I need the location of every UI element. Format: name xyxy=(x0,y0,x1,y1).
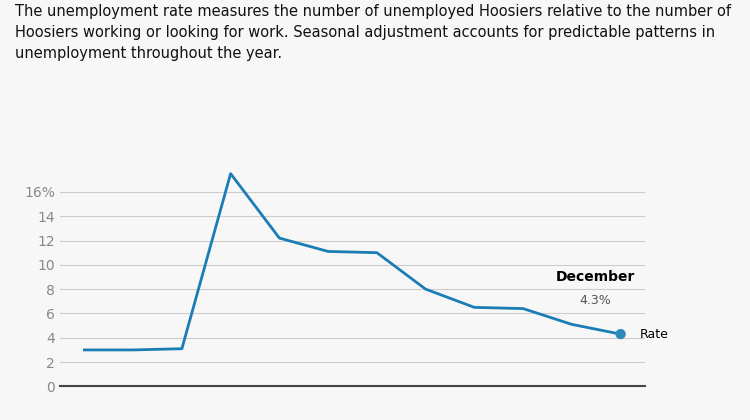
Text: 4.3%: 4.3% xyxy=(580,294,611,307)
Text: Rate: Rate xyxy=(640,328,669,341)
Point xyxy=(615,331,627,338)
Text: The unemployment rate measures the number of unemployed Hoosiers relative to the: The unemployment rate measures the numbe… xyxy=(15,4,731,61)
Text: December: December xyxy=(556,270,635,284)
